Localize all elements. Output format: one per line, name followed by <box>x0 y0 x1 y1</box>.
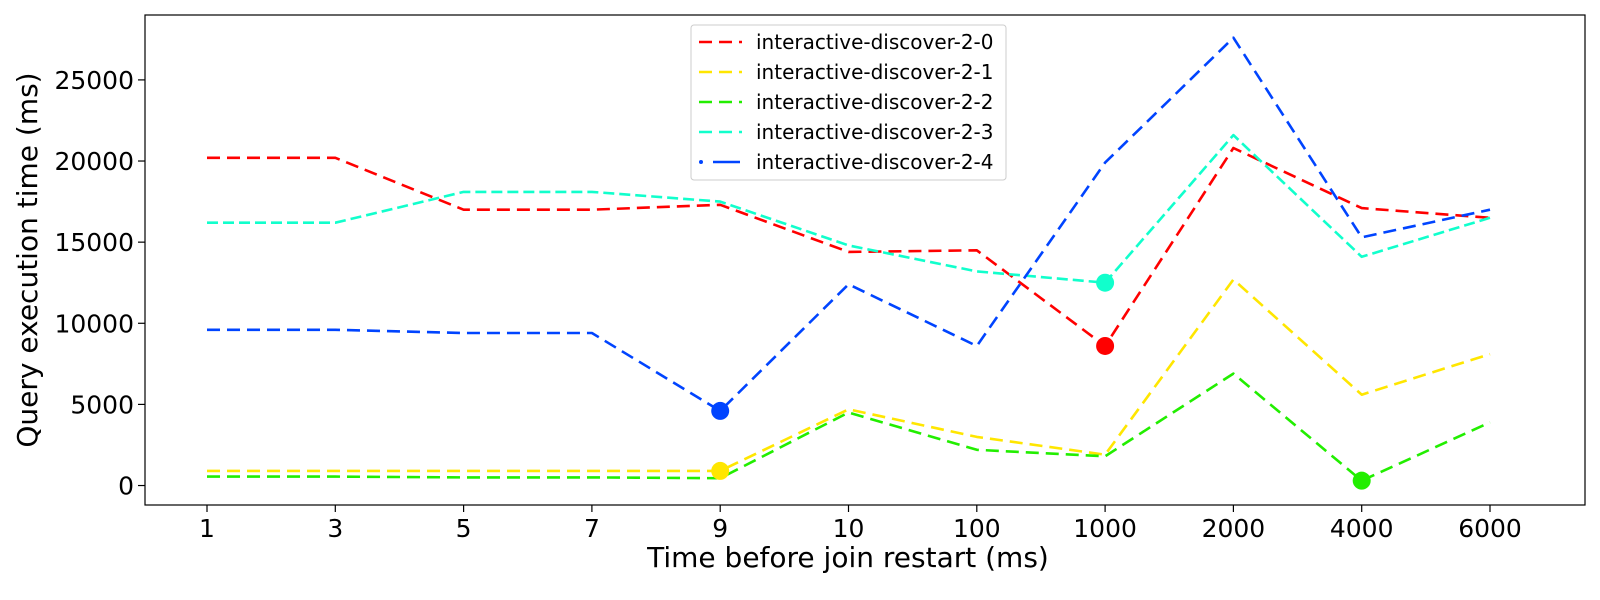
y-tick-label: 25000 <box>54 66 134 95</box>
x-tick-label: 4000 <box>1330 514 1394 543</box>
x-tick-label: 6000 <box>1458 514 1522 543</box>
x-tick-label: 5 <box>456 514 472 543</box>
y-axis: 0 5000 10000 15000 20000 25000 <box>54 66 145 501</box>
highlight-marker-4 <box>711 401 730 420</box>
series-line-0 <box>207 146 1491 348</box>
series-lines <box>207 36 1491 483</box>
legend-label: interactive-discover-2-0 <box>756 30 993 54</box>
y-tick-label: 0 <box>118 472 134 501</box>
x-tick-label: 1000 <box>1073 514 1137 543</box>
series-line-1 <box>207 278 1491 473</box>
highlight-marker-3 <box>1096 273 1115 292</box>
x-tick-label: 3 <box>327 514 343 543</box>
y-tick-label: 10000 <box>54 309 134 338</box>
legend-label: interactive-discover-2-1 <box>756 60 993 84</box>
y-axis-label: Query execution time (ms) <box>11 72 44 447</box>
x-tick-label: 7 <box>584 514 600 543</box>
highlight-marker-1 <box>711 461 730 480</box>
highlight-marker-0 <box>1096 336 1115 355</box>
legend-label: interactive-discover-2-3 <box>756 120 993 144</box>
highlight-markers <box>711 273 1371 490</box>
x-tick-label: 100 <box>953 514 1001 543</box>
x-tick-label: 9 <box>712 514 728 543</box>
x-tick-label: 2000 <box>1202 514 1266 543</box>
highlight-marker-2 <box>1352 471 1371 490</box>
x-axis: 1 3 5 7 9 10 100 1000 2000 4000 6000 <box>199 505 1522 543</box>
y-tick-label: 20000 <box>54 147 134 176</box>
legend-label: interactive-discover-2-4 <box>756 150 993 174</box>
legend-label: interactive-discover-2-2 <box>756 90 993 114</box>
y-tick-label: 15000 <box>54 228 134 257</box>
x-tick-label: 1 <box>199 514 215 543</box>
x-axis-label: Time before join restart (ms) <box>646 541 1049 574</box>
legend-frame <box>690 24 1007 181</box>
legend-swatch-dot <box>699 160 703 164</box>
x-tick-label: 10 <box>833 514 865 543</box>
series-line-2 <box>207 372 1491 483</box>
series-line-3 <box>207 133 1491 285</box>
legend: interactive-discover-2-0 interactive-disc… <box>690 24 1007 181</box>
y-tick-label: 5000 <box>70 390 134 419</box>
